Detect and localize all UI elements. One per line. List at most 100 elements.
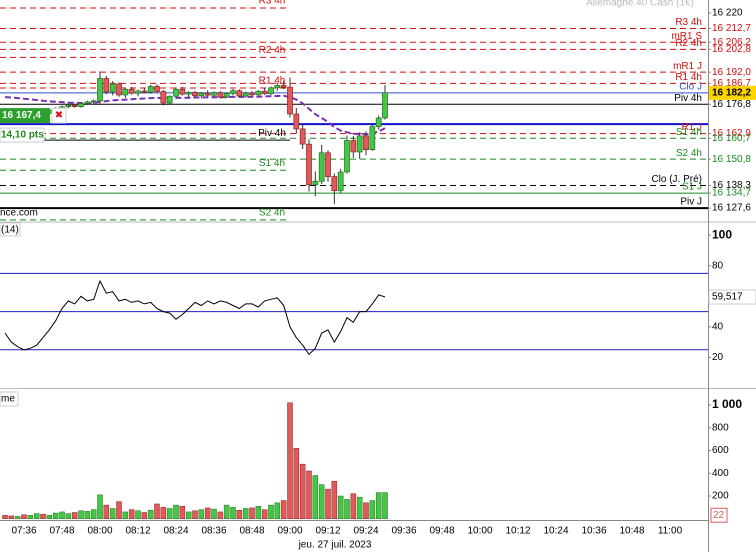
candle-body: [223, 93, 230, 98]
last-price-box: [709, 85, 756, 100]
candle-body: [147, 86, 154, 93]
level-label: S1 4h: [676, 127, 702, 138]
y-tick-label: 16 150,8: [712, 154, 751, 165]
volume-bar: [160, 507, 167, 519]
x-tick-label: 09:36: [391, 526, 416, 537]
price-panel: [0, 7, 708, 221]
candle-body: [154, 86, 160, 92]
volume-bar: [103, 504, 110, 519]
position-box: [0, 108, 50, 124]
current-volume-label: 22: [713, 510, 725, 521]
candle-body: [230, 90, 236, 94]
rsi-tick-label: 80: [712, 260, 724, 271]
volume-bar: [325, 488, 331, 519]
volume-bar: [217, 511, 224, 519]
candle-body: [65, 104, 72, 108]
candle-body: [71, 104, 78, 107]
level-label: Clo (J. Pré): [651, 174, 702, 185]
volume-bar: [344, 499, 350, 519]
session-level-label: R1 4h: [259, 76, 286, 87]
volume-bar: [306, 470, 312, 519]
rsi-tick-label: 20: [712, 352, 724, 363]
candle-body: [135, 90, 141, 94]
volume-panel: [2, 402, 388, 519]
close-position-icon: ✖: [55, 110, 63, 121]
x-tick-label: 07:36: [11, 526, 36, 537]
level-label: Piv J: [680, 197, 702, 208]
pnl-label: 14,10 pts: [1, 130, 44, 141]
candle-body: [179, 88, 186, 95]
y-tick-label: 16 186,7: [712, 78, 751, 89]
volume-bar: [97, 494, 103, 519]
candle-body: [78, 103, 84, 107]
level-label: S2 4h: [676, 148, 702, 159]
y-tick-label: 16 138,3: [712, 180, 751, 191]
volume-bar: [14, 516, 21, 519]
close-position-box[interactable]: [51, 107, 67, 124]
candle-body: [84, 101, 91, 104]
y-tick-label: 16 220: [712, 8, 743, 19]
candle-body: [261, 90, 268, 95]
source-text: nce.com: [0, 208, 38, 219]
volume-bar: [350, 493, 357, 519]
rsi-title: (14): [1, 225, 19, 236]
candle-body: [325, 152, 331, 177]
rsi-last-box: [708, 289, 756, 305]
level-label: S1 J: [682, 182, 702, 193]
candle-body: [382, 92, 388, 119]
volume-bar: [192, 510, 198, 519]
volume-bar: [65, 513, 72, 519]
volume-bar: [382, 492, 388, 519]
candle-body: [173, 88, 179, 97]
y-tick-label: 16 206,2: [712, 37, 751, 48]
rsi-line: [4, 279, 386, 356]
volume-bar: [274, 502, 281, 519]
volume-bar: [84, 511, 91, 519]
volume-bar: [299, 463, 306, 519]
current-volume-box: [710, 507, 728, 523]
session-level-label: R3 4h: [259, 0, 286, 7]
volume-tick-label: 800: [712, 422, 729, 433]
candle-body: [116, 83, 122, 96]
x-tick-label: 09:24: [353, 526, 378, 537]
volume-bar: [255, 505, 262, 519]
session-level-label: S2 4h: [259, 208, 285, 219]
volume-bar: [185, 511, 192, 519]
volume-bar: [122, 511, 129, 519]
candle-body: [97, 78, 103, 102]
rsi-title-box: [0, 222, 21, 237]
volume-bar: [78, 510, 84, 519]
moving-average: [4, 94, 386, 136]
volume-tick-label: 400: [712, 468, 729, 479]
volume-bar: [128, 509, 135, 519]
volume-bar: [166, 508, 173, 519]
volume-tick-label: 600: [712, 445, 729, 456]
volume-bar: [46, 515, 53, 519]
candle-body: [318, 152, 325, 182]
level-label: Piv 4h: [674, 93, 702, 104]
volume-tick-label: 200: [712, 491, 729, 502]
candle-body: [103, 78, 110, 93]
candle-body: [274, 85, 281, 89]
session-level-label: S1 4h: [259, 158, 285, 169]
candle-body: [109, 83, 116, 93]
date-label: jeu. 27 juil. 2023: [298, 540, 372, 551]
level-label: R1 J: [681, 122, 702, 133]
y-tick-label: 16 134,7: [712, 188, 751, 199]
level-label: R1 4h: [675, 72, 702, 83]
candle-body: [122, 88, 129, 96]
volume-bar: [8, 515, 15, 519]
candle-body: [280, 85, 287, 88]
candle-body: [337, 171, 344, 191]
candle-body: [90, 100, 97, 103]
candle-body: [363, 135, 369, 150]
volume-bar: [154, 503, 160, 519]
volume-bar: [293, 447, 300, 519]
candle-body: [192, 92, 198, 97]
volume-bar: [147, 509, 154, 519]
level-label: mR1 J: [673, 61, 702, 72]
x-tick-label: 09:00: [277, 526, 302, 537]
volume-bar: [27, 515, 34, 519]
